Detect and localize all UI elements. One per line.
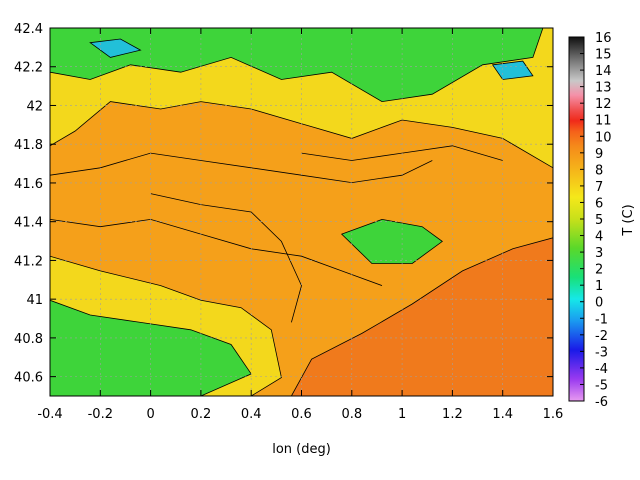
x-tick-label: 1.4: [492, 407, 513, 422]
x-axis: -0.4 -0.2 0 0.2 0.4 0.6 0.8 1 1.2 1.4 1.6: [37, 28, 563, 422]
colorbar-tick-label: 12: [595, 97, 612, 112]
colorbar-tick-label: 16: [595, 31, 612, 46]
colorbar-tick-label: -5: [595, 378, 608, 393]
colorbar-tick-label: 15: [595, 48, 612, 63]
y-tick-label: 40.8: [14, 332, 43, 347]
contour-line: [150, 193, 302, 323]
y-tick-label: 42: [26, 99, 43, 114]
y-tick-label: 42.2: [14, 61, 43, 76]
y-tick-label: 41.6: [14, 177, 43, 192]
x-tick-label: 0.2: [191, 407, 212, 422]
contour-line: [50, 218, 383, 286]
mountains-region-central: [340, 218, 443, 264]
x-tick-label: -0.2: [88, 407, 113, 422]
colorbar-tick-label: 0: [595, 296, 603, 311]
colorbar-tick-label: 10: [595, 130, 612, 145]
y-tick-label: 41.2: [14, 254, 43, 269]
colorbar-tick-label: 9: [595, 147, 603, 162]
colorbar-tick-label: 5: [595, 213, 603, 228]
colorbar-tick-label: -1: [595, 312, 608, 327]
colorbar-tick-label: 2: [595, 263, 603, 278]
colorbar-tick-label: 14: [595, 64, 612, 79]
x-tick-label: 0.4: [241, 407, 262, 422]
peaks-region-west: [89, 38, 142, 58]
colorbar-tick-label: 13: [595, 81, 612, 96]
colorbar-tick-label: -6: [595, 395, 608, 410]
plot-area: [50, 28, 553, 396]
x-tick-label: 1.2: [442, 407, 463, 422]
x-tick-label: 1: [398, 407, 406, 422]
y-tick-label: 41.8: [14, 138, 43, 153]
x-tick-label: 1.6: [543, 407, 564, 422]
colorbar-tick-label: -4: [595, 362, 608, 377]
x-tick-label: 0: [146, 407, 154, 422]
colorbar-tick-label: 4: [595, 230, 603, 245]
y-tick-label: 42.4: [14, 22, 43, 37]
colorbar-tick-label: 3: [595, 246, 603, 261]
x-axis-label: lon (deg): [272, 442, 331, 457]
x-tick-label: 0.8: [341, 407, 362, 422]
colorbar-tick-label: 1: [595, 279, 603, 294]
x-tick-label: -0.4: [37, 407, 62, 422]
x-tick-label: 0.6: [291, 407, 312, 422]
colorbar-label: T (C): [621, 204, 636, 236]
y-tick-label: 41: [26, 293, 43, 308]
mountains-region: [50, 28, 544, 103]
colorbar-tick-label: 8: [595, 163, 603, 178]
colorbar-tick-label: 6: [595, 196, 603, 211]
contour-line: [50, 152, 433, 184]
colorbar-tick-label: -3: [595, 345, 608, 360]
colorbar-tick-label: 11: [595, 114, 612, 129]
colorbar-tick-label: -2: [595, 329, 608, 344]
colorbar-tick-label: 7: [595, 180, 603, 195]
y-tick-label: 40.6: [14, 371, 43, 386]
y-axis: 40.6 40.8 41 41.2 41.4 41.6 41.8 42 42.2 42.4: [14, 22, 553, 386]
grid-lines: [50, 28, 553, 396]
y-tick-label: 41.4: [14, 216, 43, 231]
